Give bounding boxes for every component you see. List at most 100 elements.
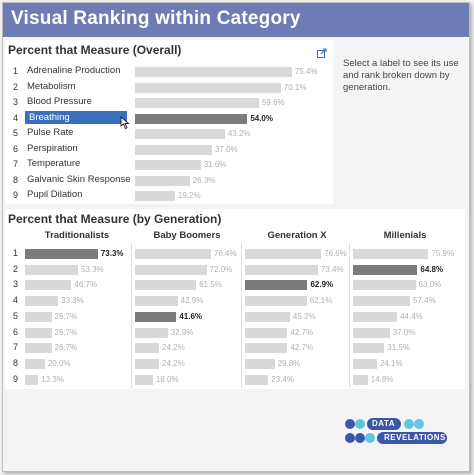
overall-row[interactable]: 7 Temperature 31.6%	[5, 157, 331, 172]
generation-bar[interactable]	[135, 311, 177, 322]
overall-row[interactable]: 5 Pulse Rate 43.2%	[5, 126, 331, 141]
generation-bar[interactable]	[135, 249, 211, 259]
overall-bar[interactable]	[135, 175, 190, 186]
generation-value: 64.8%	[420, 264, 444, 274]
overall-bar[interactable]	[135, 82, 281, 93]
measure-label[interactable]: Pulse Rate	[27, 127, 74, 138]
rank-number: 5	[13, 128, 19, 138]
measure-label[interactable]: Breathing	[25, 110, 127, 124]
generation-rank: 5	[13, 310, 19, 321]
generation-value: 76.6%	[324, 249, 347, 258]
measure-label[interactable]: Metabolism	[27, 80, 76, 92]
generation-bar[interactable]	[245, 374, 269, 385]
generation-bar[interactable]	[353, 343, 385, 354]
generation-rank: 7	[13, 342, 19, 353]
data-revelations-logo: DATA REVELATIONS	[343, 417, 453, 447]
overall-row[interactable]: 2 Metabolism 70.1%	[5, 80, 331, 95]
overall-value: 37.0%	[214, 144, 238, 154]
rank-number: 4	[13, 112, 19, 123]
generation-bar[interactable]	[353, 327, 390, 338]
generation-header: Baby Boomers	[153, 230, 221, 241]
generation-rank: 6	[13, 326, 19, 337]
generation-bar[interactable]	[25, 374, 39, 385]
logo-text-data: DATA	[372, 419, 396, 428]
generation-title: Percent that Measure (by Generation)	[8, 212, 222, 226]
generation-value: 31.5%	[387, 343, 410, 353]
overall-row[interactable]: 4 Breathing 54.0%	[5, 110, 331, 129]
measure-label[interactable]: Temperature	[27, 158, 81, 169]
overall-bar[interactable]	[135, 67, 292, 77]
generation-bar[interactable]	[135, 343, 160, 354]
generation-bar[interactable]	[25, 327, 52, 338]
overall-value: 54.0%	[250, 113, 273, 123]
generation-value: 23.4%	[271, 374, 294, 384]
generation-bar[interactable]	[245, 296, 307, 307]
overall-bar[interactable]	[135, 144, 212, 155]
overall-bar[interactable]	[135, 160, 201, 170]
generation-bar[interactable]	[353, 311, 398, 322]
rank-number: 7	[13, 159, 19, 169]
generation-bar[interactable]	[135, 264, 207, 275]
generation-value: 26.7%	[54, 311, 78, 321]
overall-bar[interactable]	[135, 113, 248, 124]
generation-rank: 4	[13, 295, 19, 306]
generation-bar[interactable]	[25, 343, 52, 354]
generation-bar[interactable]	[25, 249, 98, 259]
generation-bar[interactable]	[245, 249, 322, 259]
rank-number: 6	[13, 143, 19, 154]
measure-label[interactable]: Perspiration	[27, 142, 78, 154]
overall-bar[interactable]	[135, 191, 175, 201]
overall-title: Percent that Measure (Overall)	[8, 43, 182, 57]
generation-bar[interactable]	[135, 374, 153, 385]
generation-bar[interactable]	[25, 358, 45, 369]
overall-value: 26.3%	[192, 175, 216, 185]
overall-row[interactable]: 6 Perspiration 37.0%	[5, 142, 331, 157]
generation-bar[interactable]	[245, 343, 288, 354]
generation-bar[interactable]	[353, 374, 368, 385]
generation-bar[interactable]	[135, 358, 160, 369]
generation-value: 42.7%	[290, 327, 314, 337]
generation-bar[interactable]	[353, 249, 429, 259]
generation-bar[interactable]	[135, 280, 197, 291]
overall-row[interactable]: 9 Pupil Dilation 19.2%	[5, 188, 331, 203]
generation-bar[interactable]	[353, 358, 377, 369]
generation-bar[interactable]	[353, 264, 418, 275]
generation-bar[interactable]	[245, 327, 288, 338]
generation-bar[interactable]	[245, 280, 308, 291]
measure-label[interactable]: Blood Pressure	[27, 96, 92, 107]
overall-row[interactable]: 1 Adrenaline Production 75.4%	[5, 64, 331, 79]
overall-row[interactable]: 8 Galvanic Skin Response 26.3%	[5, 173, 331, 188]
generation-bar[interactable]	[245, 264, 318, 275]
generation-bar[interactable]	[25, 264, 78, 275]
overall-bar[interactable]	[135, 98, 259, 108]
generation-value: 41.6%	[179, 311, 203, 321]
measure-label[interactable]: Pupil Dilation	[27, 189, 83, 200]
generation-bar[interactable]	[25, 296, 59, 307]
overall-panel: Percent that Measure (Overall) 1 Adrenali…	[5, 40, 333, 204]
overall-row[interactable]: 3 Blood Pressure 59.6%	[5, 95, 331, 110]
rank-number: 1	[13, 66, 19, 76]
generation-value: 18.0%	[155, 374, 179, 384]
generation-value: 53.3%	[80, 264, 104, 274]
generation-rank: 1	[13, 248, 19, 258]
generation-value: 61.5%	[199, 280, 222, 290]
measure-label[interactable]: Galvanic Skin Response	[27, 173, 131, 185]
generation-value: 44.4%	[400, 311, 423, 321]
generation-header: Millenials	[383, 230, 427, 241]
generation-bar[interactable]	[135, 327, 168, 338]
generation-bar[interactable]	[25, 311, 52, 322]
measure-label[interactable]: Adrenaline Production	[27, 65, 121, 76]
rank-number: 9	[13, 190, 19, 200]
generation-value: 42.9%	[180, 296, 204, 306]
generation-value: 75.9%	[431, 249, 455, 258]
generation-bar[interactable]	[353, 280, 416, 291]
generation-bar[interactable]	[353, 296, 411, 307]
generation-bar[interactable]	[135, 296, 178, 307]
column-divider	[349, 243, 350, 388]
generation-bar[interactable]	[25, 280, 72, 291]
generation-value: 73.3%	[100, 249, 124, 258]
overall-bar[interactable]	[135, 129, 225, 139]
generation-bar[interactable]	[245, 358, 275, 369]
generation-bar[interactable]	[245, 311, 290, 322]
expand-icon[interactable]	[317, 45, 327, 63]
